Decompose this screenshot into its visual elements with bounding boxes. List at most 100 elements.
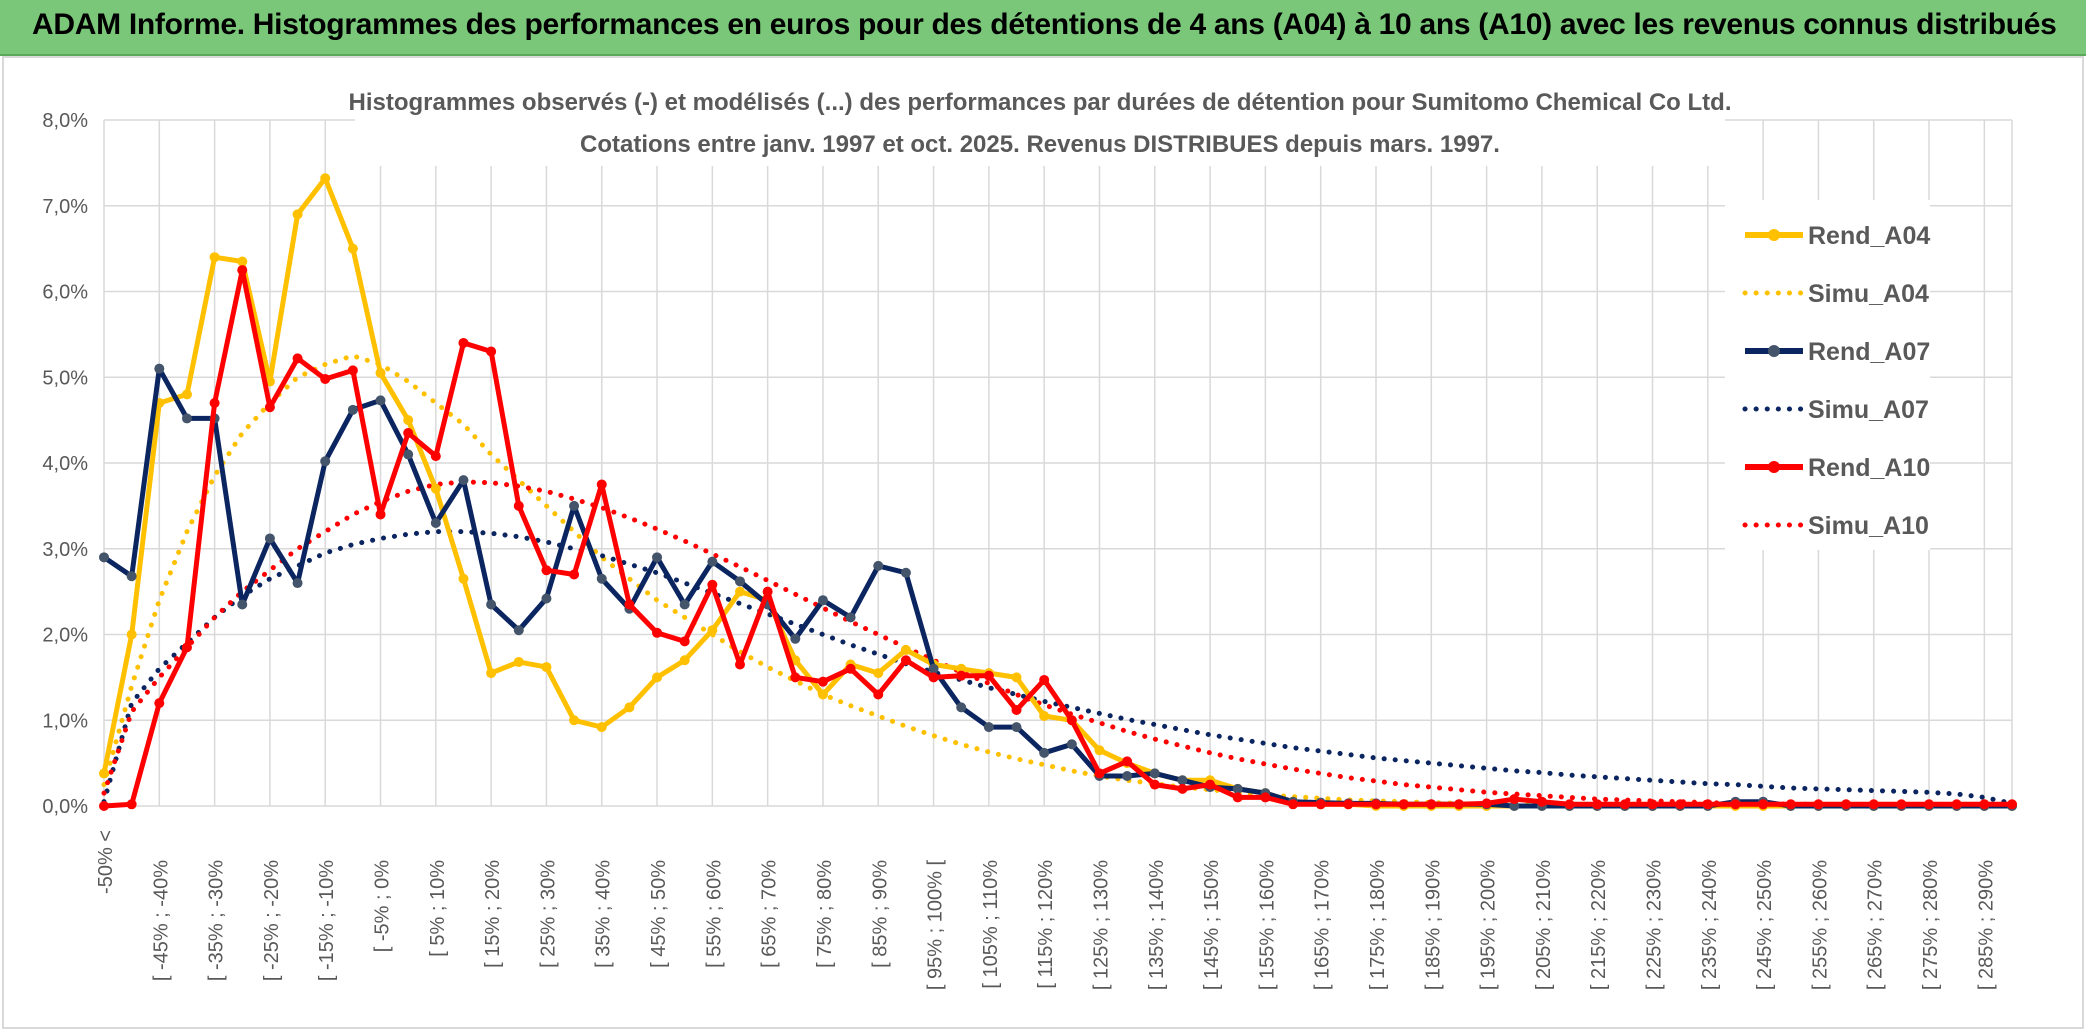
data-point bbox=[1730, 799, 1741, 810]
data-point bbox=[126, 571, 137, 582]
data-point bbox=[928, 663, 939, 674]
x-tick-label-group: [ 145% ; 150% bbox=[1201, 860, 1223, 990]
data-point bbox=[403, 415, 414, 426]
data-point bbox=[181, 389, 192, 400]
x-tick-label-group: [ 235% ; 240% bbox=[1699, 860, 1721, 990]
data-point bbox=[596, 573, 607, 584]
data-point bbox=[264, 402, 275, 413]
legend-marker bbox=[1768, 345, 1780, 357]
data-point bbox=[652, 672, 663, 683]
data-point bbox=[1260, 792, 1271, 803]
data-point bbox=[735, 576, 745, 587]
data-point bbox=[1813, 799, 1824, 810]
data-point bbox=[486, 346, 497, 357]
y-tick-label: 0,0% bbox=[42, 796, 88, 818]
data-point bbox=[817, 689, 828, 700]
x-tick-label-group: [ 15% ; 20% bbox=[482, 860, 504, 968]
x-tick-label-group: [ -45% ; -40% bbox=[150, 860, 172, 981]
data-point bbox=[1481, 798, 1492, 809]
x-tick-label: [ 185% ; 190% bbox=[1422, 860, 1444, 990]
x-tick-label-group: [ 185% ; 190% bbox=[1422, 860, 1444, 990]
legend-label: Rend_A07 bbox=[1808, 338, 1930, 366]
data-point bbox=[1592, 799, 1603, 810]
data-point bbox=[292, 353, 303, 364]
data-point bbox=[209, 397, 220, 408]
x-tick-label-group: [ 65% ; 70% bbox=[759, 860, 781, 968]
x-tick-label-group: [ 275% ; 280% bbox=[1920, 860, 1942, 990]
legend-item-rend-a10[interactable]: Rend_A10 bbox=[1745, 454, 1930, 482]
x-tick-label: [ -35% ; -30% bbox=[206, 860, 228, 981]
data-point bbox=[873, 668, 884, 679]
x-tick-label-group: [ 155% ; 160% bbox=[1256, 860, 1278, 990]
legend-item-simu-a04[interactable]: Simu_A04 bbox=[1742, 280, 1929, 308]
legend[interactable]: Rend_A04 Simu_A04 Rend_A07 Simu_A07 Rend_A10… bbox=[1742, 222, 1930, 540]
x-tick-label-group: [ 225% ; 230% bbox=[1644, 860, 1666, 990]
x-tick-label-group: [ -5% ; 0% bbox=[372, 860, 394, 952]
x-tick-label-group: [ -25% ; -20% bbox=[261, 860, 283, 981]
legend-item-simu-a10[interactable]: Simu_A10 bbox=[1742, 512, 1929, 540]
x-tick-label: [ 275% ; 280% bbox=[1920, 860, 1942, 990]
data-point bbox=[2007, 799, 2017, 810]
data-point bbox=[209, 252, 220, 263]
x-tick-label-group: [ 75% ; 80% bbox=[814, 860, 836, 968]
data-point bbox=[347, 365, 358, 376]
legend-item-rend-a07[interactable]: Rend_A07 bbox=[1745, 338, 1930, 366]
data-point bbox=[596, 479, 607, 490]
data-point bbox=[541, 565, 552, 576]
x-tick-label-group: [ 285% ; 290% bbox=[1975, 860, 1997, 990]
data-point bbox=[1066, 715, 1077, 726]
data-point bbox=[762, 586, 773, 597]
data-point bbox=[486, 668, 497, 679]
legend-item-rend-a04[interactable]: Rend_A04 bbox=[1745, 222, 1930, 250]
x-tick-label: [ 165% ; 170% bbox=[1312, 860, 1334, 990]
x-tick-label-group: [ 255% ; 260% bbox=[1809, 860, 1831, 990]
x-tick-label: [ 225% ; 230% bbox=[1644, 860, 1666, 990]
x-tick-label: [ 155% ; 160% bbox=[1256, 860, 1278, 990]
series-layer bbox=[99, 173, 2017, 811]
legend-label: Simu_A07 bbox=[1808, 396, 1929, 424]
series-line bbox=[101, 529, 2015, 806]
data-point bbox=[99, 552, 109, 563]
data-point bbox=[99, 768, 109, 779]
data-point bbox=[1785, 799, 1796, 810]
data-point bbox=[375, 509, 386, 520]
x-tick-label: [ 35% ; 40% bbox=[593, 860, 615, 968]
data-point bbox=[1039, 674, 1050, 685]
data-point bbox=[541, 593, 552, 604]
data-point bbox=[1426, 799, 1437, 810]
data-point bbox=[569, 715, 580, 726]
x-tick-label-group: [ 195% ; 200% bbox=[1478, 860, 1500, 990]
data-point bbox=[1398, 799, 1409, 810]
data-point bbox=[375, 395, 386, 406]
data-point bbox=[403, 427, 414, 438]
y-tick-label: 8,0% bbox=[42, 110, 88, 132]
data-point bbox=[1619, 799, 1630, 810]
data-point bbox=[790, 633, 801, 644]
data-point bbox=[403, 449, 414, 460]
data-point bbox=[1453, 799, 1464, 810]
data-point bbox=[181, 642, 192, 653]
legend-label: Simu_A10 bbox=[1808, 512, 1929, 540]
data-point bbox=[1011, 722, 1022, 733]
data-point bbox=[956, 670, 967, 681]
legend-item-simu-a07[interactable]: Simu_A07 bbox=[1742, 396, 1929, 424]
legend-label: Simu_A04 bbox=[1808, 280, 1929, 308]
x-tick-label-group: [ 265% ; 270% bbox=[1865, 860, 1887, 990]
x-tick-label: [ 45% ; 50% bbox=[648, 860, 670, 968]
data-point bbox=[320, 173, 331, 184]
header-banner: ADAM Informe. Histogrammes des performan… bbox=[0, 0, 2086, 56]
data-point bbox=[292, 578, 303, 589]
data-point bbox=[1011, 704, 1022, 715]
data-point bbox=[845, 663, 856, 674]
data-point bbox=[1758, 799, 1769, 810]
data-point bbox=[1177, 783, 1188, 794]
data-point bbox=[1094, 745, 1105, 756]
data-point bbox=[458, 337, 469, 348]
y-tick-label: 4,0% bbox=[42, 453, 88, 475]
data-point bbox=[430, 483, 441, 494]
data-point bbox=[430, 451, 441, 462]
data-point bbox=[541, 662, 552, 673]
data-point bbox=[458, 475, 469, 486]
data-point bbox=[1122, 756, 1133, 767]
data-point bbox=[1011, 672, 1022, 683]
